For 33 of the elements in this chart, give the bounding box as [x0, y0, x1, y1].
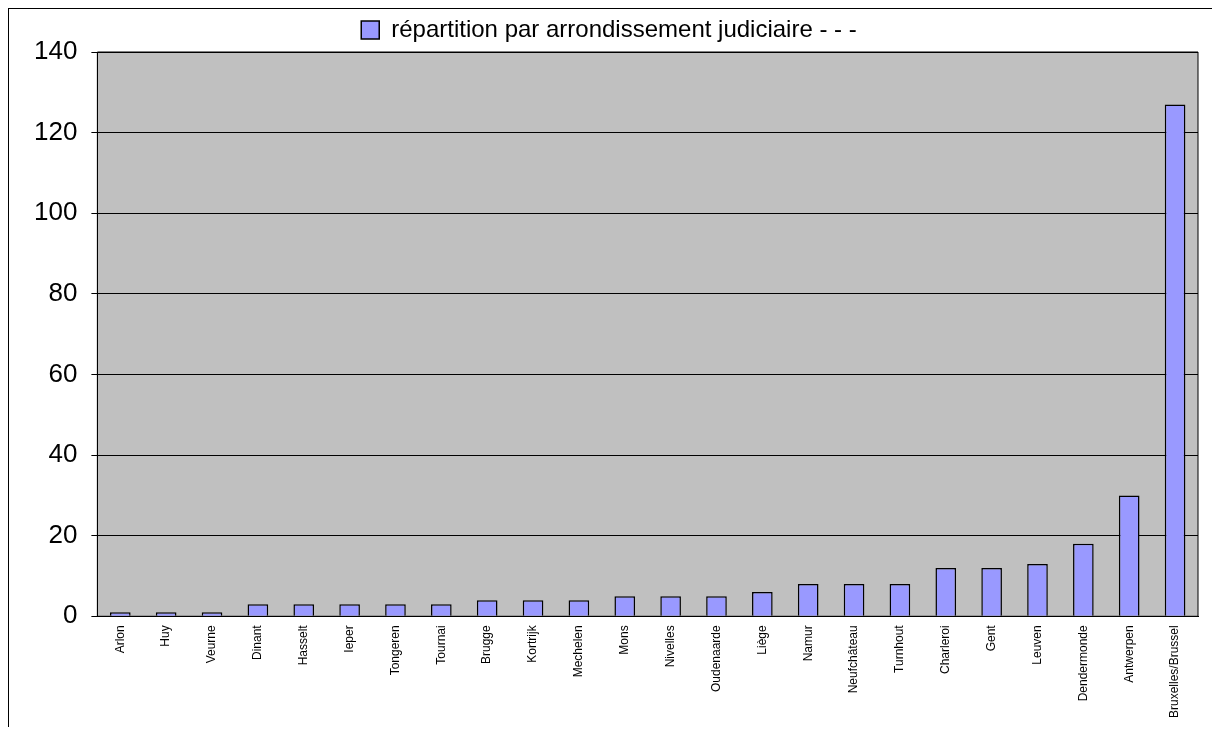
y-tick-label: 80 — [48, 277, 78, 308]
y-tick-label: 0 — [62, 599, 78, 630]
x-tick-label: Namur — [800, 625, 815, 662]
x-tick-label: Tongeren — [387, 625, 402, 676]
x-tick-label: Liège — [754, 624, 769, 655]
x-tick-label: Turnhout — [892, 624, 907, 673]
x-tick-label: Brugge — [479, 624, 494, 664]
x-tick-label: Veurne — [204, 624, 219, 664]
legend-label: répartition par arrondissement judiciaire - - - — [391, 14, 857, 42]
x-tick-label: Ieper — [341, 625, 356, 653]
x-tick-label: Antwerpen — [1121, 625, 1136, 683]
x-tick-label: Hasselt — [296, 624, 311, 666]
x-tick-label: Arlon — [112, 625, 127, 654]
x-tick-label: Gent — [983, 624, 998, 652]
x-tick-label: Dinant — [250, 624, 265, 660]
x-tick-label: Mons — [617, 625, 632, 655]
x-tick-label: Mechelen — [571, 625, 586, 678]
x-tick-label: Bruxelles/Brussel — [1167, 625, 1182, 718]
x-tick-label: Dendermonde — [1075, 624, 1090, 702]
y-tick-label: 120 — [33, 115, 78, 146]
x-tick-label: Neufchâteau — [846, 625, 861, 694]
y-tick-label: 60 — [48, 357, 78, 388]
y-tick-label: 40 — [48, 438, 78, 469]
y-tick-label: 100 — [33, 196, 78, 227]
x-tick-label: Oudenaarde — [708, 624, 723, 693]
x-tick-label: Kortrijk — [525, 624, 540, 663]
x-tick-label: Huy — [158, 625, 173, 647]
y-tick-label: 140 — [33, 35, 78, 66]
y-tick-label: 20 — [48, 518, 78, 549]
x-tick-label: Charleroi — [938, 625, 953, 674]
x-tick-label: Nivelles — [662, 625, 677, 668]
x-tick-label: Leuven — [1029, 625, 1044, 665]
x-tick-label: Tournai — [433, 625, 448, 665]
